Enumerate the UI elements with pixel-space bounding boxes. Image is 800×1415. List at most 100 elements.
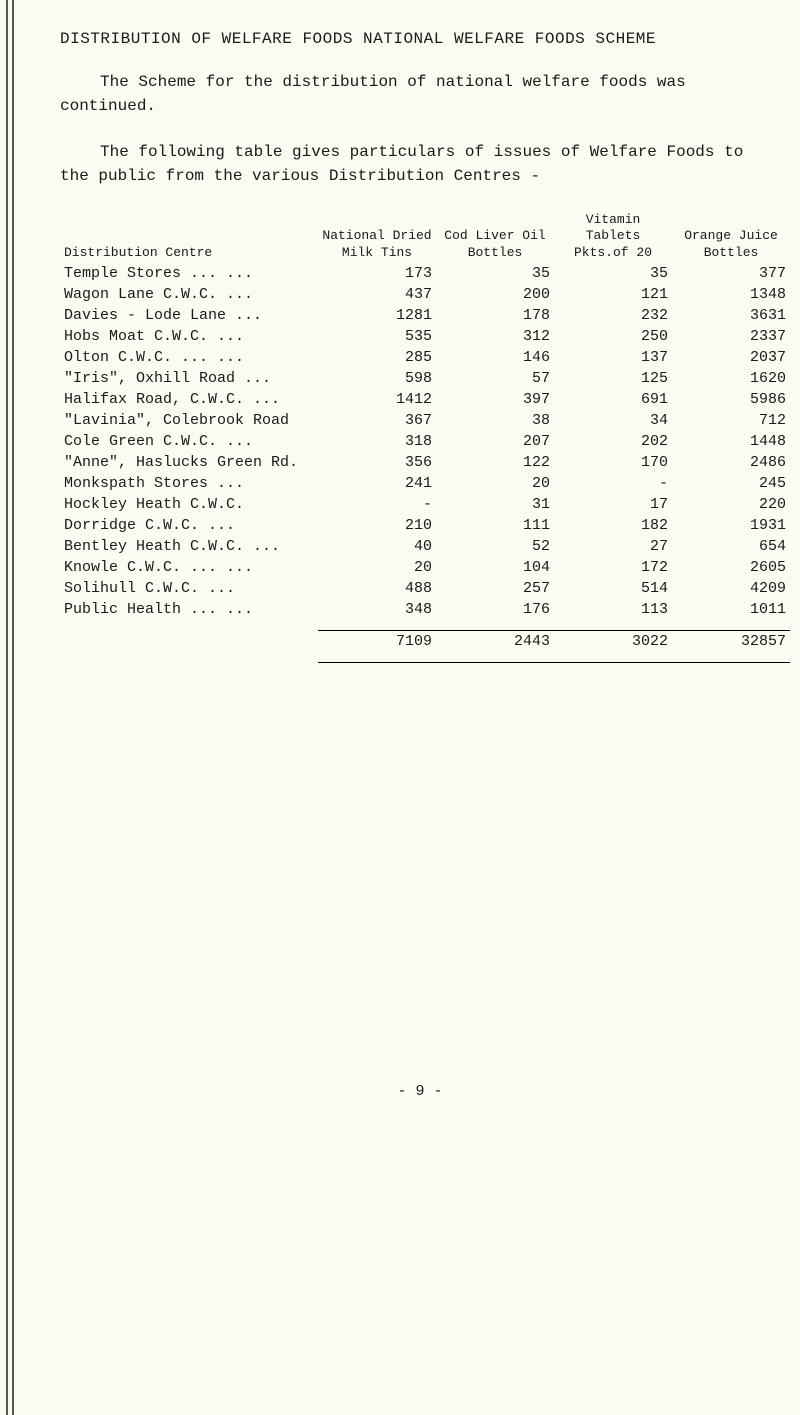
value-cell: 654 (672, 536, 790, 557)
table-row: Halifax Road, C.W.C. ...14123976915986 (60, 389, 790, 410)
table-row: Cole Green C.W.C. ...3182072021448 (60, 431, 790, 452)
value-cell: 35 (554, 263, 672, 284)
value-cell: 1620 (672, 368, 790, 389)
value-cell: 20 (318, 557, 436, 578)
value-cell: 113 (554, 599, 672, 620)
value-cell: 17 (554, 494, 672, 515)
col-header-centre: Distribution Centre (60, 210, 318, 263)
value-cell: 207 (436, 431, 554, 452)
table-row: Dorridge C.W.C. ...2101111821931 (60, 515, 790, 536)
value-cell: 210 (318, 515, 436, 536)
value-cell: 241 (318, 473, 436, 494)
value-cell: 1931 (672, 515, 790, 536)
value-cell: 356 (318, 452, 436, 473)
value-cell: 397 (436, 389, 554, 410)
total-cell: 32857 (672, 630, 790, 652)
value-cell: 1011 (672, 599, 790, 620)
centre-cell: "Lavinia", Colebrook Road (60, 410, 318, 431)
value-cell: 712 (672, 410, 790, 431)
centre-cell: Solihull C.W.C. ... (60, 578, 318, 599)
centre-cell: Davies - Lode Lane ... (60, 305, 318, 326)
value-cell: 202 (554, 431, 672, 452)
page: DISTRIBUTION OF WELFARE FOODS NATIONAL W… (0, 0, 800, 1415)
col-header-milk: National Dried Milk Tins (318, 210, 436, 263)
value-cell: 182 (554, 515, 672, 536)
value-cell: 200 (436, 284, 554, 305)
value-cell: 1448 (672, 431, 790, 452)
value-cell: 178 (436, 305, 554, 326)
value-cell: 348 (318, 599, 436, 620)
margin-rule (6, 0, 8, 1415)
table-row: Temple Stores ... ...1733535377 (60, 263, 790, 284)
col-header-orange: Orange Juice Bottles (672, 210, 790, 263)
value-cell: 2605 (672, 557, 790, 578)
page-title: DISTRIBUTION OF WELFARE FOODS NATIONAL W… (60, 30, 780, 48)
centre-cell: Dorridge C.W.C. ... (60, 515, 318, 536)
total-cell: 2443 (436, 630, 554, 652)
centre-cell: "Iris", Oxhill Road ... (60, 368, 318, 389)
value-cell: 232 (554, 305, 672, 326)
centre-cell: Temple Stores ... ... (60, 263, 318, 284)
value-cell: 367 (318, 410, 436, 431)
table-row: "Lavinia", Colebrook Road3673834712 (60, 410, 790, 431)
value-cell: 245 (672, 473, 790, 494)
table-row: "Anne", Haslucks Green Rd.3561221702486 (60, 452, 790, 473)
value-cell: 57 (436, 368, 554, 389)
value-cell: 40 (318, 536, 436, 557)
value-cell: 598 (318, 368, 436, 389)
distribution-table: Distribution Centre National Dried Milk … (60, 210, 790, 663)
value-cell: 5986 (672, 389, 790, 410)
centre-cell: Hockley Heath C.W.C. (60, 494, 318, 515)
value-cell: 52 (436, 536, 554, 557)
value-cell: 250 (554, 326, 672, 347)
centre-cell: Wagon Lane C.W.C. ... (60, 284, 318, 305)
value-cell: 318 (318, 431, 436, 452)
centre-cell: Olton C.W.C. ... ... (60, 347, 318, 368)
value-cell: 1348 (672, 284, 790, 305)
centre-cell: Hobs Moat C.W.C. ... (60, 326, 318, 347)
centre-cell: "Anne", Haslucks Green Rd. (60, 452, 318, 473)
value-cell: 257 (436, 578, 554, 599)
centre-cell: Knowle C.W.C. ... ... (60, 557, 318, 578)
value-cell: - (554, 473, 672, 494)
value-cell: 31 (436, 494, 554, 515)
table-row: Bentley Heath C.W.C. ...405227654 (60, 536, 790, 557)
table-row: Hockley Heath C.W.C.-3117220 (60, 494, 790, 515)
value-cell: 27 (554, 536, 672, 557)
intro-paragraph-1: The Scheme for the distribution of natio… (60, 70, 780, 118)
value-cell: 691 (554, 389, 672, 410)
table-row: Monkspath Stores ...24120-245 (60, 473, 790, 494)
value-cell: 2337 (672, 326, 790, 347)
table-row: Public Health ... ...3481761131011 (60, 599, 790, 620)
totals-row: 71092443302232857 (60, 630, 790, 652)
value-cell: 104 (436, 557, 554, 578)
margin-rule (12, 0, 14, 1415)
value-cell: 172 (554, 557, 672, 578)
value-cell: 4209 (672, 578, 790, 599)
value-cell: 125 (554, 368, 672, 389)
centre-cell: Halifax Road, C.W.C. ... (60, 389, 318, 410)
centre-cell: Public Health ... ... (60, 599, 318, 620)
value-cell: 312 (436, 326, 554, 347)
table-row: Davies - Lode Lane ...12811782323631 (60, 305, 790, 326)
value-cell: 34 (554, 410, 672, 431)
page-number: - 9 - (60, 1083, 780, 1100)
value-cell: 3631 (672, 305, 790, 326)
total-cell: 3022 (554, 630, 672, 652)
value-cell: 137 (554, 347, 672, 368)
value-cell: 2486 (672, 452, 790, 473)
table-row: Knowle C.W.C. ... ...201041722605 (60, 557, 790, 578)
value-cell: 437 (318, 284, 436, 305)
table-row: Solihull C.W.C. ...4882575144209 (60, 578, 790, 599)
value-cell: 535 (318, 326, 436, 347)
value-cell: 514 (554, 578, 672, 599)
value-cell: 170 (554, 452, 672, 473)
value-cell: 2037 (672, 347, 790, 368)
value-cell: 121 (554, 284, 672, 305)
value-cell: 173 (318, 263, 436, 284)
value-cell: 220 (672, 494, 790, 515)
value-cell: 285 (318, 347, 436, 368)
total-cell: 7109 (318, 630, 436, 652)
centre-cell: Monkspath Stores ... (60, 473, 318, 494)
value-cell: 38 (436, 410, 554, 431)
